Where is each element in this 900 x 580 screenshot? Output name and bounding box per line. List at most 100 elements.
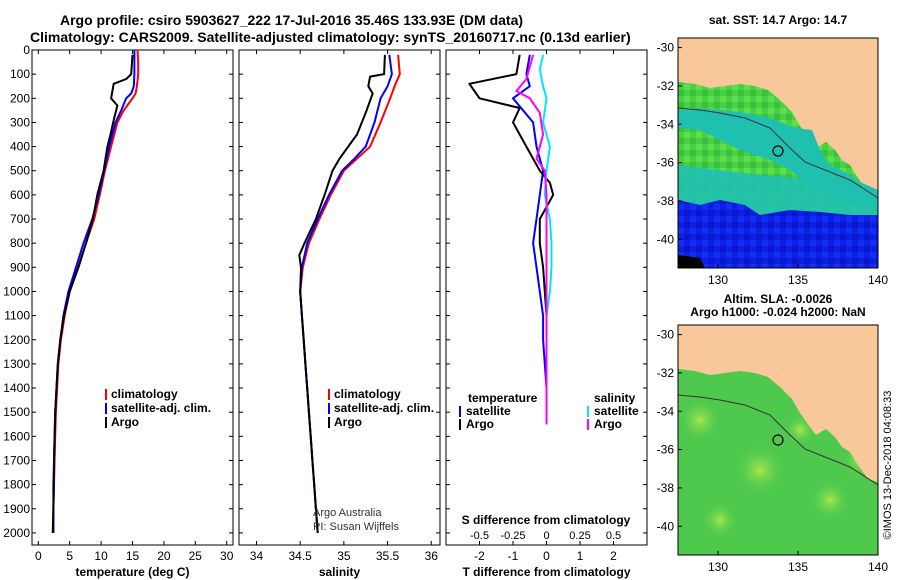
temperature-ytick-label: 400 <box>10 140 30 154</box>
sst-map-ytick-label: -36 <box>657 156 675 170</box>
salinity-legend-label: satellite-adj. clim. <box>334 401 434 415</box>
temperature-ytick-label: 800 <box>10 236 30 250</box>
chart-title-line2: Climatology: CARS2009. Satellite-adjuste… <box>30 29 631 45</box>
sst-argo-marker <box>772 145 784 157</box>
temperature-ytick-label: 1200 <box>3 333 30 347</box>
salinity-series-argo <box>298 54 386 533</box>
temperature-ytick-label: 200 <box>10 91 30 105</box>
sst-map <box>677 37 879 269</box>
salinity-frame <box>238 49 441 546</box>
diff-salinity-tick-label: -0.25 <box>500 530 525 542</box>
temperature-ytick-label: 1300 <box>3 357 30 371</box>
temperature-ytick-label: 1900 <box>3 502 30 516</box>
sla-map-ytick-label: -40 <box>657 519 675 533</box>
diff-salinity-tick-label: 0.5 <box>606 530 621 542</box>
differences-xtick-label: -1 <box>508 549 519 563</box>
temperature-xtick-label: 5 <box>66 549 73 563</box>
differences-xtick-label: -2 <box>474 549 485 563</box>
temperature-xtick-label: 15 <box>126 549 140 563</box>
temperature-ytick-label: 500 <box>10 164 30 178</box>
differences-xtick-label: 2 <box>610 549 617 563</box>
salinity-legend-swatch <box>328 417 330 428</box>
temperature-ytick-label: 700 <box>10 212 30 226</box>
temperature-xtick-label: 10 <box>94 549 108 563</box>
salinity-legend-swatch <box>328 403 330 414</box>
temperature-ytick-label: 900 <box>10 260 30 274</box>
sla-map-title-line2: Argo h1000: -0.024 h2000: NaN <box>690 305 865 319</box>
temperature-ytick-label: 1100 <box>4 309 30 323</box>
sla-land <box>678 325 878 482</box>
diff-sal-legend-label: salinity <box>594 391 636 405</box>
diff-sal-legend-swatch <box>587 419 589 430</box>
temperature-ytick-label: 1000 <box>3 284 30 298</box>
sst-map-xtick-label: 140 <box>868 273 888 287</box>
differences-xtick-label: 0 <box>543 549 550 563</box>
diff-temp-legend-label: temperature <box>468 391 538 405</box>
sla-map-ytick-label: -36 <box>657 443 675 457</box>
differences-series-s-argo <box>515 54 548 425</box>
temperature-ytick-label: 1600 <box>3 429 30 443</box>
temperature-xtick-label: 30 <box>220 549 234 563</box>
salinity-annotation-line2: PI: Susan Wijffels <box>313 521 399 533</box>
diff-temp-legend-swatch <box>459 419 461 430</box>
temperature-legend-swatch <box>105 389 107 400</box>
temperature-ytick-label: 100 <box>10 67 30 81</box>
diff-sal-legend-label: satellite <box>594 404 639 418</box>
salinity-xlabel: salinity <box>319 565 361 579</box>
diff-sal-legend-swatch <box>587 406 589 417</box>
salinity-legend-swatch <box>328 389 330 400</box>
salinity-annotation-line1: Argo Australia <box>313 507 382 519</box>
temperature-frame <box>31 49 234 546</box>
temperature-ytick-label: 2000 <box>3 526 30 540</box>
chart-title-line1: Argo profile: csiro 5903627_222 17-Jul-2… <box>60 12 524 28</box>
temperature-legend-label: satellite-adj. clim. <box>111 401 211 415</box>
temperature-ytick-label: 300 <box>10 115 30 129</box>
sst-map-ytick-label: -32 <box>657 79 675 93</box>
sst-map-title: sat. SST: 14.7 Argo: 14.7 <box>709 13 848 27</box>
sst-land <box>678 38 878 195</box>
differences-xlabel: T difference from climatology <box>462 565 630 579</box>
salinity-xtick-label: 35.5 <box>376 549 400 563</box>
sla-map-ytick-label: -32 <box>657 366 675 380</box>
salinity-panel: 34 34.5 35 35.5 36 salinity climatologysatelli… <box>238 49 441 579</box>
temperature-legend-swatch <box>105 403 107 414</box>
sla-map <box>677 324 879 556</box>
sla-map-xtick-label: 140 <box>868 560 888 574</box>
diff-temp-legend-label: satellite <box>466 404 511 418</box>
salinity-legend-label: Argo <box>334 415 362 429</box>
diff-salinity-tick-label: 0.25 <box>569 530 590 542</box>
temperature-panel: 0 100 200 300 400 500 600 700 800 900 1000 1100 1200… <box>3 43 233 579</box>
temperature-ytick-label: 1800 <box>3 478 30 492</box>
sla-argo-marker <box>772 434 784 446</box>
sst-map-ytick-label: -34 <box>657 117 675 131</box>
differences-panel: -2 -1 0 1 2 T difference from climatology temp… <box>445 49 648 579</box>
temperature-ytick-label: 1500 <box>3 405 30 419</box>
differences-xtick-label: 1 <box>577 549 584 563</box>
temperature-xlabel: temperature (deg C) <box>75 565 189 579</box>
temperature-xtick-label: 25 <box>189 549 203 563</box>
sst-map-ytick-label: -30 <box>657 41 675 55</box>
temperature-ytick-label: 1400 <box>3 381 30 395</box>
temperature-ytick-label: 600 <box>10 188 30 202</box>
diff-salinity-tick-label: -0.5 <box>470 530 489 542</box>
salinity-xtick-label: 34 <box>250 549 264 563</box>
credit-label: ©IMOS 13-Dec-2018 04:08:33 <box>882 391 894 540</box>
sst-map-xtick-label: 135 <box>788 273 808 287</box>
sst-cold-region <box>678 200 878 268</box>
salinity-legend-label: climatology <box>334 387 401 401</box>
sla-map-title-line1: Altim. SLA: -0.0026 <box>724 292 833 306</box>
temperature-series-argo <box>51 54 134 533</box>
salinity-xtick-label: 36 <box>425 549 439 563</box>
diff-temp-legend-label: Argo <box>466 417 494 431</box>
temperature-xtick-label: 20 <box>157 549 171 563</box>
diff-salinity-tick-label: 0 <box>543 530 549 542</box>
diff-sal-legend-label: Argo <box>594 417 622 431</box>
temperature-legend-label: climatology <box>111 387 178 401</box>
sst-map-ytick-label: -40 <box>657 232 675 246</box>
sla-map-ytick-label: -30 <box>657 328 675 342</box>
temperature-xtick-label: 0 <box>35 549 42 563</box>
sla-map-ytick-label: -34 <box>657 404 675 418</box>
salinity-xtick-label: 34.5 <box>288 549 312 563</box>
salinity-xtick-label: 35 <box>337 549 351 563</box>
